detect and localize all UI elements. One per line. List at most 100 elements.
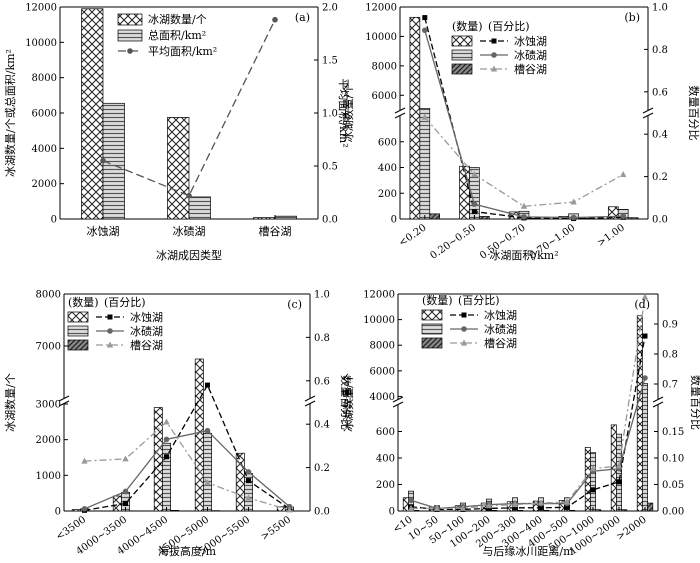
y-tick-label: 200 xyxy=(378,189,397,200)
y-tick-label: 2000 xyxy=(36,435,61,446)
data-point xyxy=(407,504,415,511)
y2-tick-label: 0.2 xyxy=(652,172,668,183)
y-tick-label: 0 xyxy=(55,507,61,518)
y2-tick-label: 0.9 xyxy=(662,320,678,331)
legend-label: 冰碛湖 xyxy=(484,323,517,336)
y2-tick-label: 0.6 xyxy=(652,87,668,98)
legend-marker xyxy=(461,326,467,332)
data-point xyxy=(538,505,544,511)
data-point xyxy=(564,504,570,510)
y-tick-label: 12000 xyxy=(363,290,395,301)
legend-marker xyxy=(490,65,498,72)
data-point xyxy=(422,27,428,34)
y-tick-label: 0 xyxy=(389,507,395,518)
legend-swatch xyxy=(67,325,89,337)
bar xyxy=(491,509,498,512)
series-line xyxy=(84,430,290,510)
bar xyxy=(235,452,245,512)
data-point xyxy=(164,454,169,460)
legend-swatch xyxy=(451,63,473,75)
y-tick-label: 8000 xyxy=(36,290,61,301)
x-tick-label: 槽谷湖 xyxy=(259,225,292,238)
axis-break xyxy=(652,396,664,408)
bar xyxy=(543,509,550,512)
axis-break xyxy=(304,395,316,407)
data-point xyxy=(512,505,518,511)
y-tick-label: 8000 xyxy=(370,341,395,352)
series-line xyxy=(411,296,646,510)
bar xyxy=(153,407,163,512)
series-line xyxy=(102,19,276,197)
y-axis-label: 冰湖数量/个 xyxy=(342,373,355,432)
legend-marker xyxy=(491,38,497,44)
data-point xyxy=(642,333,648,339)
bar xyxy=(610,424,617,512)
panel-1: 0 200 400 600 6000 8000 10000 12000 0.0 0.2 0.4 0.6… xyxy=(342,3,700,263)
bar xyxy=(274,215,297,220)
x-axis-label: 冰湖面积/km² xyxy=(489,249,558,262)
y2-tick-label: 1.0 xyxy=(314,290,330,301)
bar xyxy=(170,510,180,512)
y2-tick-label: 0.8 xyxy=(662,350,678,361)
y2-tick-label: 0.0 xyxy=(322,215,338,226)
data-point xyxy=(615,462,623,469)
axis-break xyxy=(642,107,654,119)
y-tick-label: 7000 xyxy=(36,342,61,353)
data-point xyxy=(122,455,129,462)
legend-header: (数量) xyxy=(68,296,99,309)
bar xyxy=(162,442,171,512)
data-point xyxy=(205,382,210,388)
legend-swatch xyxy=(421,323,443,335)
series-line xyxy=(84,383,290,511)
data-point xyxy=(122,488,129,495)
y2-tick-label: 0.15 xyxy=(662,427,684,438)
data-point xyxy=(471,170,478,177)
y2-axis-label: 平均面积/km² xyxy=(337,78,350,147)
y-axis-label: 冰湖数量/个或总面积/km² xyxy=(3,49,17,177)
x-axis-label: 与后缘冰川距离/m xyxy=(482,544,574,558)
legend-marker xyxy=(460,339,468,346)
panel-label: (c) xyxy=(287,298,302,311)
legend-swatch xyxy=(67,339,89,351)
data-point xyxy=(204,427,211,434)
y2-tick-label: 1.0 xyxy=(322,109,338,120)
bar xyxy=(621,509,628,512)
x-tick-label: 0.20~0.50 xyxy=(428,222,478,261)
legend-swatch xyxy=(451,49,473,61)
y2-tick-label: 0.4 xyxy=(314,420,330,431)
bar xyxy=(188,196,211,220)
y-tick-label: 6000 xyxy=(372,91,397,102)
legend-swatch xyxy=(117,29,143,42)
y-tick-label: 10000 xyxy=(365,32,397,43)
data-point xyxy=(245,494,252,501)
x-tick-label: >5500 xyxy=(259,514,293,542)
y-tick-label: 8000 xyxy=(372,61,397,72)
legend-label: 冰蚀湖 xyxy=(130,310,163,324)
data-point xyxy=(570,198,577,205)
bar xyxy=(71,509,81,512)
bar xyxy=(459,165,470,220)
y2-tick-label: 0.6 xyxy=(314,376,330,387)
y-tick-label: 4000 xyxy=(370,392,395,403)
data-point xyxy=(433,504,441,511)
data-point xyxy=(471,201,478,207)
y2-tick-label: 1.5 xyxy=(322,56,338,67)
legend-header: (百分比) xyxy=(458,294,500,307)
panel-3: 0 200 400 600 4000 6000 8000 10000 12000 0.00 0.05… xyxy=(342,290,700,559)
y-tick-label: 0 xyxy=(51,215,57,226)
y-tick-label: 6000 xyxy=(370,366,395,377)
data-point xyxy=(641,293,649,300)
data-point xyxy=(163,436,170,443)
x-axis-label: 冰湖成因类型 xyxy=(156,248,222,262)
legend-swatch xyxy=(117,13,143,26)
data-point xyxy=(186,192,192,199)
series-line xyxy=(410,335,646,511)
bar xyxy=(81,8,104,220)
bar xyxy=(532,500,539,512)
y2-tick-label: 0.05 xyxy=(662,480,684,491)
legend-label: 平均面积/km² xyxy=(148,45,217,58)
legend-label: 冰蚀湖 xyxy=(514,34,547,48)
bar xyxy=(167,117,190,220)
y2-tick-label: 0.10 xyxy=(662,454,684,465)
y2-tick-label: 0.8 xyxy=(314,333,330,344)
